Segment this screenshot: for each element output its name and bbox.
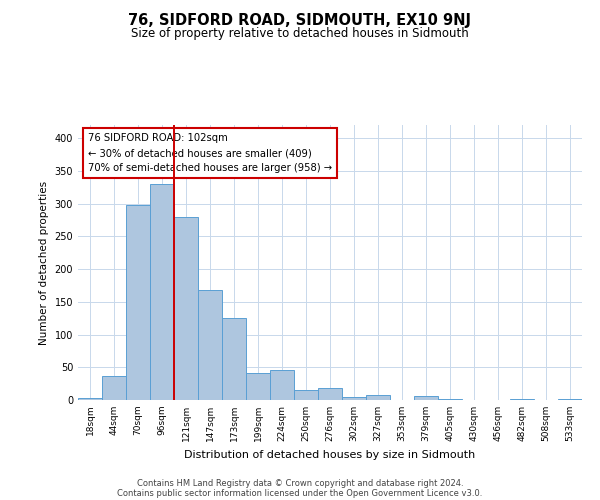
Text: Contains HM Land Registry data © Crown copyright and database right 2024.: Contains HM Land Registry data © Crown c… — [137, 478, 463, 488]
Text: 76, SIDFORD ROAD, SIDMOUTH, EX10 9NJ: 76, SIDFORD ROAD, SIDMOUTH, EX10 9NJ — [128, 12, 472, 28]
Bar — [150, 184, 174, 400]
Bar — [174, 218, 198, 400]
Bar — [342, 396, 366, 400]
Text: Size of property relative to detached houses in Sidmouth: Size of property relative to detached ho… — [131, 28, 469, 40]
Text: Contains public sector information licensed under the Open Government Licence v3: Contains public sector information licen… — [118, 488, 482, 498]
Text: 76 SIDFORD ROAD: 102sqm
← 30% of detached houses are smaller (409)
70% of semi-d: 76 SIDFORD ROAD: 102sqm ← 30% of detache… — [88, 133, 332, 173]
Bar — [78, 398, 102, 400]
Bar — [126, 205, 150, 400]
X-axis label: Distribution of detached houses by size in Sidmouth: Distribution of detached houses by size … — [184, 450, 476, 460]
Bar — [102, 376, 126, 400]
Bar — [222, 318, 246, 400]
Bar — [270, 370, 294, 400]
Bar — [558, 398, 582, 400]
Y-axis label: Number of detached properties: Number of detached properties — [39, 180, 49, 344]
Bar — [414, 396, 438, 400]
Bar — [510, 398, 534, 400]
Bar — [246, 372, 270, 400]
Bar — [366, 396, 390, 400]
Bar — [318, 388, 342, 400]
Bar — [198, 290, 222, 400]
Bar — [294, 390, 318, 400]
